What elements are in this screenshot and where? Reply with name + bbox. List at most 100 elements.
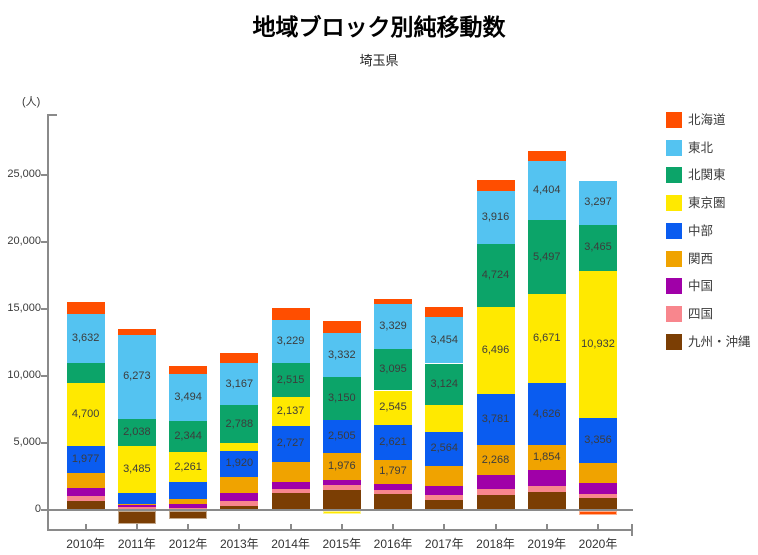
- bar-segment-九州・沖縄: [425, 499, 464, 509]
- y-tick-mark: [41, 173, 47, 176]
- chart-subtitle: 埼玉県: [359, 53, 399, 68]
- legend-label: 四国: [688, 306, 714, 321]
- legend-label: 北海道: [688, 113, 726, 127]
- bar-segment-北関東: [425, 363, 464, 406]
- bar-value-label: 3,465: [584, 241, 612, 254]
- bar-segment-中国: [322, 479, 361, 486]
- bar-segment-中国: [527, 470, 566, 486]
- bar-segment-九州・沖縄: [220, 505, 259, 509]
- bar-value-label: 4,626: [532, 407, 561, 420]
- bar-segment-東北: [527, 161, 566, 221]
- zero-line: [47, 509, 633, 511]
- bar-value-label: 3,150: [328, 392, 356, 404]
- bar-value-label: 6,496: [481, 344, 510, 357]
- bar-segment-四国: [322, 485, 361, 491]
- legend-swatch: [666, 333, 682, 350]
- bar-segment-北関東: [322, 377, 361, 420]
- bar-value-label: 2,038: [123, 425, 151, 438]
- legend-swatch: [666, 195, 682, 212]
- bar-segment-九州・沖縄: [169, 511, 208, 519]
- x-axis-line: [47, 529, 633, 531]
- bar-segment-関西: [579, 462, 617, 484]
- bar-segment-東北: [117, 334, 156, 419]
- y-tick-mark: [41, 508, 47, 511]
- bar-segment-北関東: [220, 405, 259, 443]
- legend-swatch: [666, 222, 682, 239]
- bar-segment-東北: [374, 304, 413, 350]
- bar-segment-中国: [476, 475, 515, 490]
- x-tick-label: 2020年: [578, 537, 618, 551]
- bar-segment-四国: [271, 488, 310, 494]
- legend-swatch: [666, 305, 682, 322]
- bar-segment-東京圏: [66, 383, 105, 447]
- x-tick-mark: [289, 524, 292, 529]
- bar-segment-東北: [322, 332, 361, 378]
- bar-segment-中国: [169, 504, 208, 508]
- x-tick-mark: [545, 524, 548, 529]
- bar-value-label: 2,515: [276, 373, 305, 386]
- bar-value-label: 3,124: [430, 377, 459, 390]
- bar-segment-中部: [169, 482, 208, 499]
- bar-segment-九州・沖縄: [271, 493, 310, 509]
- legend-swatch: [666, 167, 682, 184]
- bar-value-label: 3,454: [430, 333, 459, 346]
- bar-segment-中部: [476, 394, 515, 445]
- bar-value-label: 2,727: [276, 437, 305, 450]
- bar-value-label: 3,297: [584, 196, 612, 209]
- bar-segment-東北: [169, 373, 208, 421]
- legend-label: 中部: [688, 223, 714, 238]
- bar-value-label: 3,167: [225, 377, 254, 390]
- bar-value-label: 4,700: [71, 408, 100, 421]
- bar-segment-中国: [374, 483, 413, 490]
- bar-segment-関西: [527, 445, 566, 471]
- y-axis-top-cap: [47, 114, 57, 116]
- bar-segment-中部: [527, 383, 566, 446]
- bar-segment-関西: [374, 459, 413, 484]
- x-tick-mark: [238, 524, 241, 529]
- legend-swatch: [666, 139, 682, 156]
- x-tick-label: 2018年: [476, 537, 515, 551]
- x-tick-mark: [443, 524, 446, 529]
- bar-segment-関西: [476, 444, 515, 476]
- bar-segment-東京圏: [579, 271, 617, 418]
- x-tick-mark: [340, 524, 343, 529]
- legend-label: 北関東: [688, 168, 726, 183]
- bar-segment-北関東: [374, 349, 413, 391]
- bar-segment-北海道: [374, 299, 413, 305]
- bar-value-label: 6,273: [123, 370, 151, 383]
- bar-segment-四国: [66, 495, 105, 501]
- bar-segment-四国: [117, 506, 156, 509]
- x-tick-label: 2019年: [527, 537, 567, 551]
- legend-swatch: [666, 278, 682, 295]
- y-tick-mark: [41, 374, 47, 377]
- legend-label: 中国: [688, 279, 714, 294]
- bar-value-label: 2,545: [379, 401, 407, 414]
- bar-value-label: 1,920: [225, 457, 254, 470]
- bar-segment-北海道: [425, 307, 464, 318]
- bar-segment-東北: [220, 363, 259, 406]
- bar-value-label: 3,332: [328, 348, 356, 361]
- bar-value-label: 2,268: [481, 453, 510, 466]
- bar-value-label: 2,261: [174, 460, 202, 473]
- bar-segment-東北: [271, 320, 310, 364]
- bar-segment-九州・沖縄: [117, 511, 156, 524]
- bar-value-label: 1,797: [379, 465, 407, 478]
- bar-segment-四国: [220, 500, 259, 506]
- bar-value-label: 3,632: [71, 332, 100, 345]
- bar-value-label: 1,854: [532, 451, 561, 464]
- bar-value-label: 2,505: [328, 429, 356, 442]
- bar-segment-東京圏: [322, 511, 361, 515]
- bar-segment-中部: [374, 424, 413, 460]
- y-tick-label: 25,000: [7, 168, 41, 180]
- x-tick-label: 2010年: [66, 537, 105, 551]
- x-tick-mark: [392, 524, 395, 529]
- bar-value-label: 3,485: [123, 462, 151, 475]
- bar-segment-東京圏: [425, 405, 464, 432]
- bar-segment-関西: [425, 465, 464, 487]
- bar-segment-東京圏: [169, 452, 208, 483]
- bar-segment-北海道: [169, 366, 208, 374]
- bar-segment-九州・沖縄: [476, 494, 515, 509]
- y-tick-label: 0: [34, 503, 41, 515]
- x-tick-mark: [135, 524, 138, 529]
- x-tick-mark: [187, 524, 190, 529]
